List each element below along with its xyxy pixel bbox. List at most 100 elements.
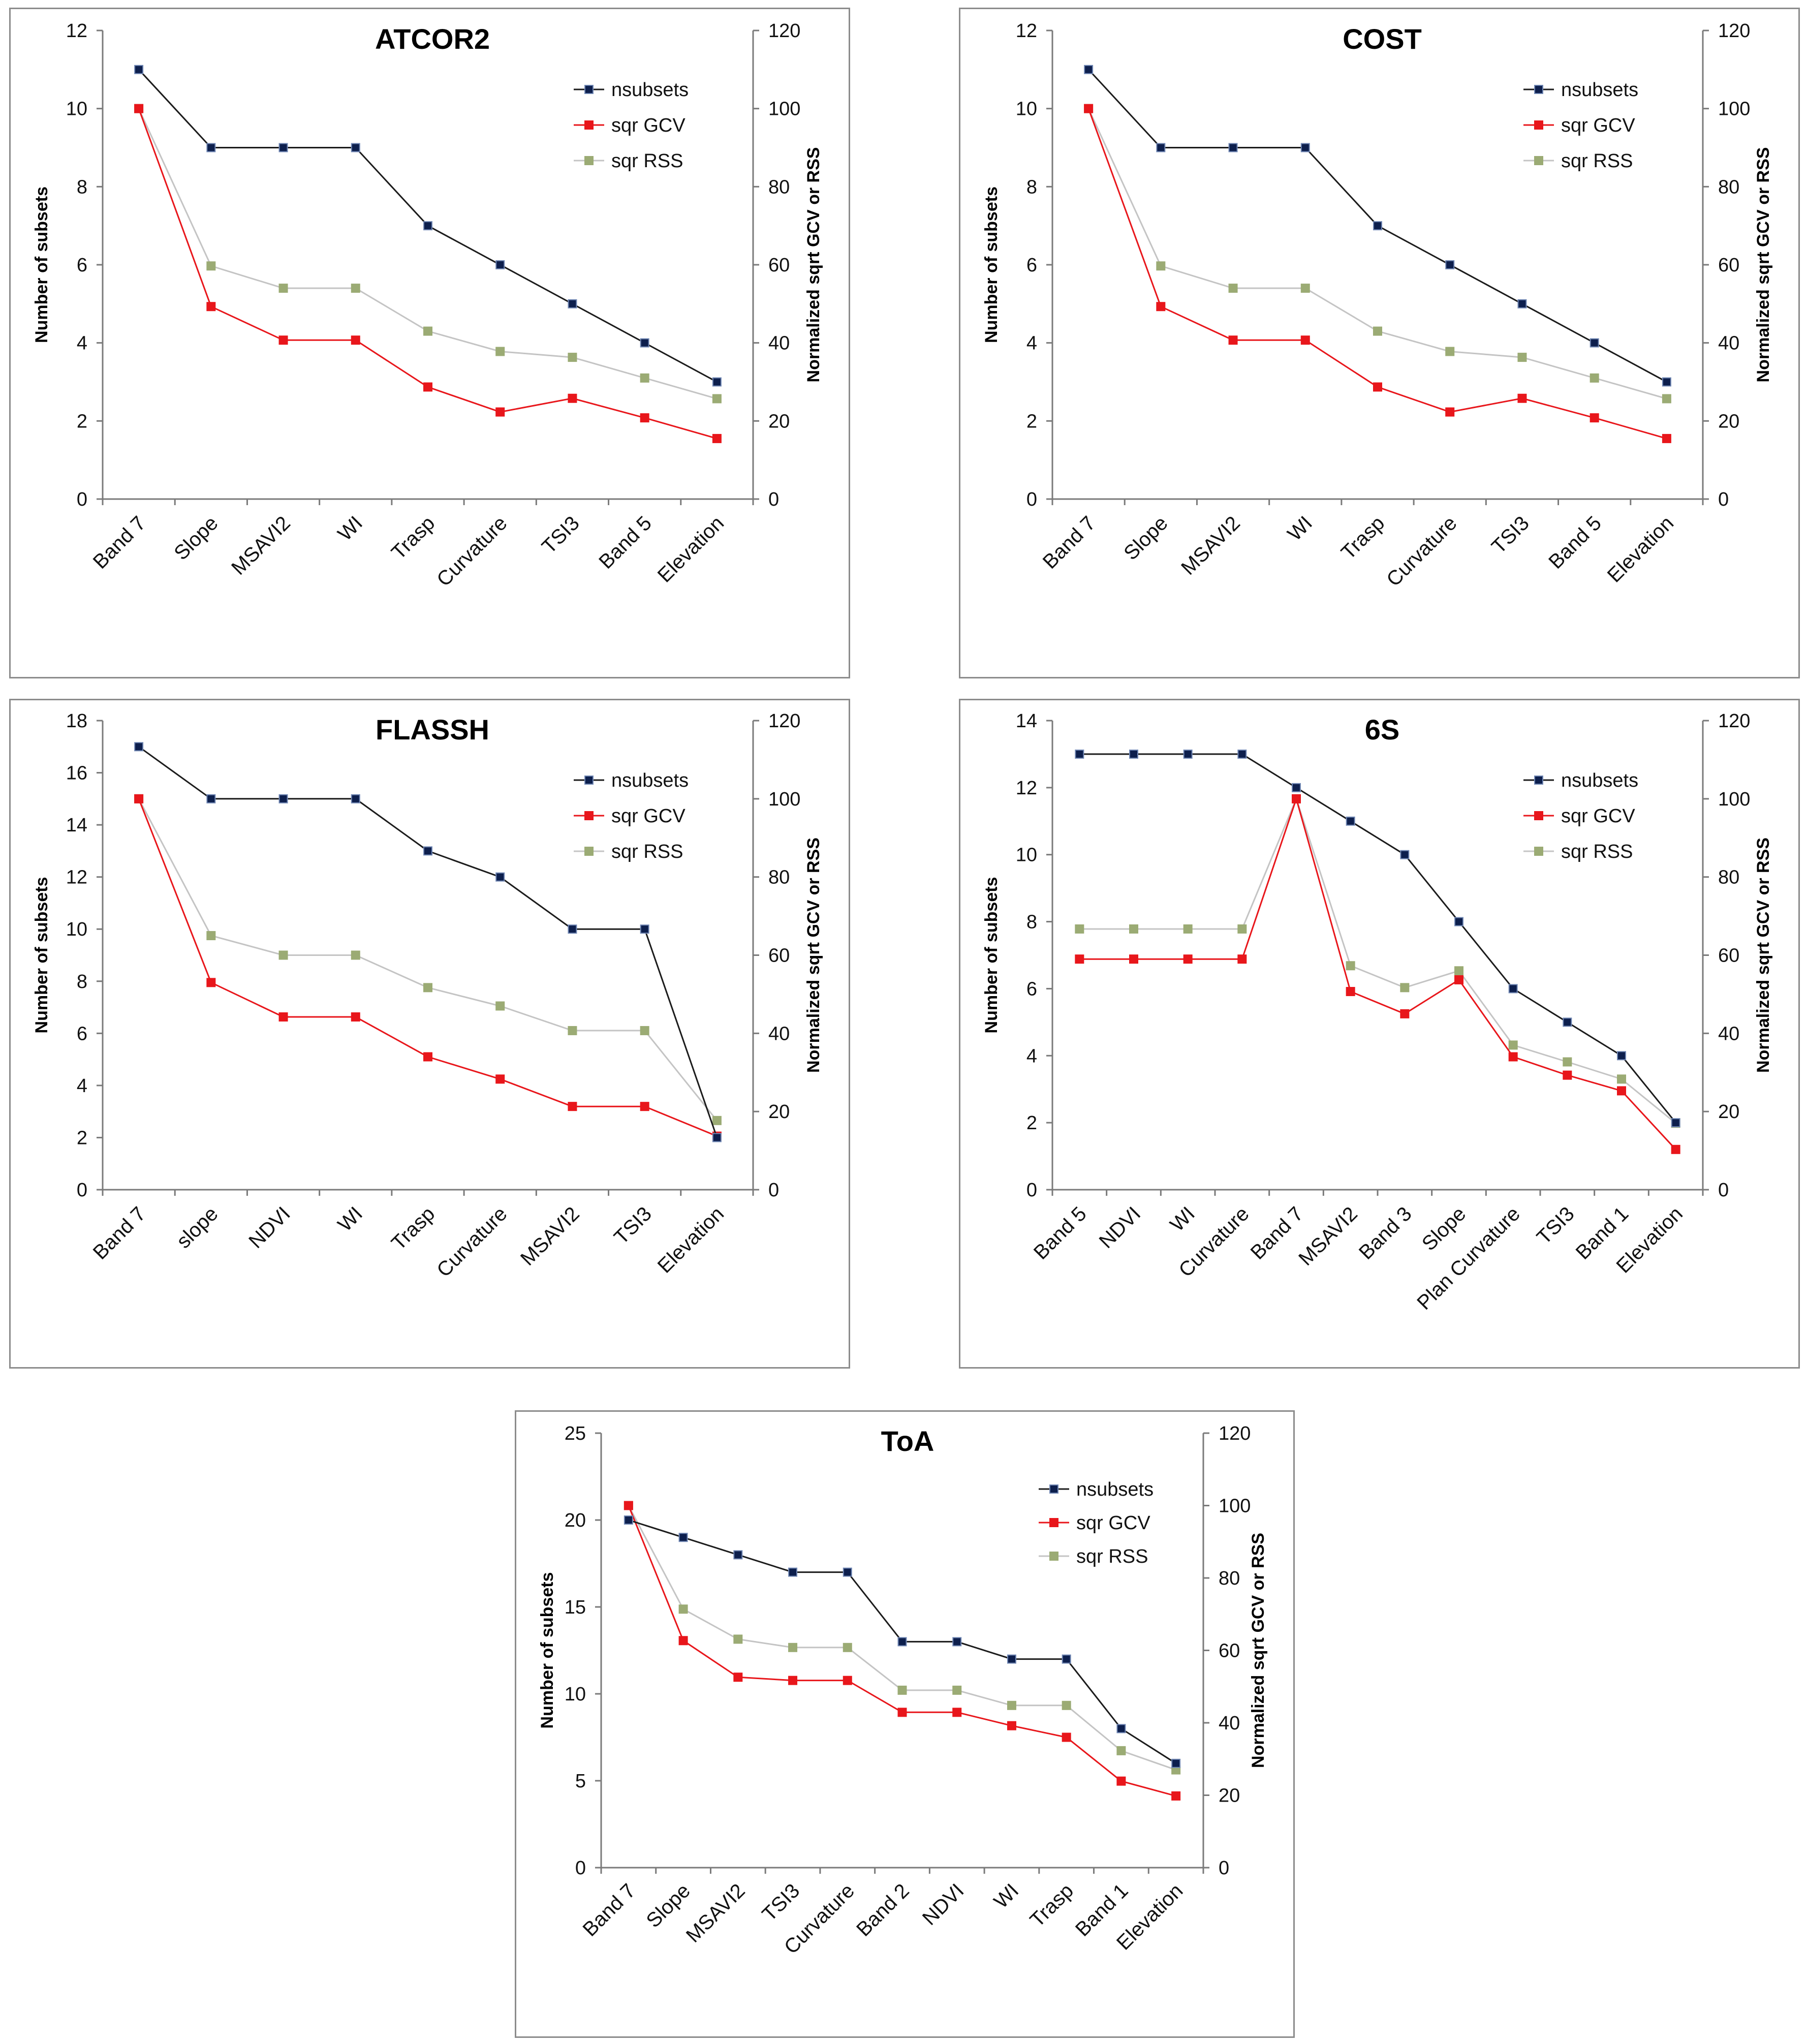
legend-marker-sqr-rss [584,847,594,856]
data-point-sqr-gcv [1400,1009,1410,1018]
data-point-nsubsets [568,299,577,308]
legend-label-sqr-gcv: sqr GCV [611,806,686,827]
data-point-sqr-rss [206,261,216,271]
data-point-sqr-rss [1373,326,1382,336]
y-axis-label-left: Number of subsets [32,187,51,343]
data-point-sqr-rss [1617,1074,1626,1084]
x-tick-label-slope: Slope [1418,1202,1470,1255]
data-point-sqr-gcv [1062,1732,1071,1742]
series-line-sqr-gcv [1079,796,1676,1150]
data-point-sqr-gcv [351,1012,360,1022]
y-tick-label-right: 100 [1718,99,1750,120]
y-tick-label-right: 120 [768,710,800,732]
data-point-nsubsets [1590,338,1599,348]
data-point-sqr-gcv [952,1708,962,1717]
y-tick-label-left: 8 [1026,176,1037,198]
legend-label-sqr-gcv: sqr GCV [1076,1512,1150,1534]
legend-marker-sqr-rss [1534,847,1543,856]
data-point-sqr-rss [640,373,649,383]
x-tick-label-ndvi: NDVI [244,1202,295,1253]
data-point-nsubsets [640,924,649,934]
y-axis-label-left: Number of subsets [982,877,1001,1034]
y-tick-label-right: 80 [1718,867,1739,888]
data-point-nsubsets [678,1533,688,1542]
data-point-nsubsets [206,794,216,803]
y-tick-label-left: 6 [77,255,87,276]
data-point-nsubsets [1662,377,1671,387]
data-point-sqr-rss [1590,373,1599,383]
data-point-nsubsets [1292,783,1301,792]
legend-marker-sqr-gcv [1534,120,1543,130]
y-tick-label-right: 40 [1219,1713,1240,1734]
data-point-sqr-rss [278,284,288,293]
x-tick-label-band-5: Band 5 [1544,512,1606,573]
data-point-sqr-gcv [712,433,722,443]
data-point-sqr-rss [1300,284,1310,293]
y-tick-label-left: 8 [1026,912,1037,933]
legend-label-sqr-gcv: sqr GCV [611,115,686,136]
data-point-nsubsets [423,221,432,231]
data-point-sqr-gcv [1617,1086,1626,1096]
x-tick-label-tsi3: TSI3 [758,1879,804,1926]
legend-label-sqr-rss: sqr RSS [611,841,683,862]
y-tick-label-left: 0 [575,1857,586,1879]
data-point-sqr-gcv [134,794,144,803]
data-point-sqr-rss [1400,983,1410,993]
data-point-sqr-rss [733,1634,743,1644]
y-tick-label-left: 4 [1026,333,1037,354]
y-tick-label-left: 2 [77,411,87,432]
data-point-sqr-gcv [568,1102,577,1111]
y-axis-label-right: Normalized sqrt GCV or RSS [1754,147,1773,383]
data-point-nsubsets [1062,1654,1071,1664]
y-tick-label-right: 60 [768,945,790,967]
data-point-sqr-rss [788,1643,798,1652]
y-tick-label-left: 0 [77,1180,87,1201]
data-point-sqr-gcv [1171,1791,1181,1801]
chart-panel-toa: 0 5 10 15 20 25 0 20 40 60 80 100 120 Band 7 Slope MSAV… [515,1410,1295,2038]
x-tick-label-ndvi: NDVI [1095,1202,1145,1253]
data-point-sqr-rss [278,950,288,960]
y-tick-label-left: 16 [66,763,87,784]
y-tick-label-left: 10 [66,99,87,120]
chart-title: 6S [1365,714,1400,746]
data-point-sqr-gcv [206,978,216,987]
y-tick-label-left: 10 [66,919,87,940]
x-tick-label-msavi2: MSAVI2 [1177,512,1244,579]
x-tick-label-band-7: Band 7 [1039,512,1100,573]
y-tick-label-left: 5 [575,1771,586,1792]
data-point-sqr-rss [640,1026,649,1035]
y-tick-label-left: 8 [77,176,87,198]
y-tick-label-right: 100 [768,99,800,120]
data-point-nsubsets [351,143,360,152]
data-point-nsubsets [1129,749,1138,759]
data-point-sqr-gcv [1662,433,1671,443]
y-tick-label-left: 0 [77,489,87,510]
legend-label-nsubsets: nsubsets [611,79,689,101]
chart-panel-flassh: 0 2 4 6 8 10 12 14 16 18 0 20 40 60 80 100 120 Band 7 slop… [9,699,850,1369]
data-point-sqr-rss [678,1604,688,1614]
y-axis-label-right: Normalized sqrt GCV or RSS [1249,1533,1268,1768]
x-tick-label-wi: WI [1166,1202,1199,1236]
data-point-nsubsets [1346,816,1355,826]
data-point-sqr-gcv [1129,954,1138,964]
x-tick-label-tsi3: TSI3 [1487,512,1534,558]
data-point-nsubsets [897,1637,907,1647]
data-point-sqr-rss [1156,261,1166,271]
data-point-sqr-rss [568,353,577,362]
data-point-sqr-rss [1129,924,1138,934]
data-point-sqr-rss [1346,961,1355,971]
data-point-nsubsets [1183,749,1193,759]
data-point-sqr-gcv [624,1501,633,1510]
y-tick-label-right: 80 [768,867,790,888]
y-tick-label-right: 120 [768,20,800,42]
chart-panel-6s: 0 2 4 6 8 10 12 14 0 20 40 60 80 100 120 Band 5 NDVI WI Cu… [959,699,1800,1369]
x-tick-label-slope: Slope [170,512,222,564]
y-tick-label-right: 40 [1718,1023,1739,1044]
data-point-nsubsets [1617,1051,1626,1061]
y-tick-label-left: 15 [565,1597,586,1618]
x-tick-label-wi: WI [333,1202,367,1236]
y-tick-label-left: 6 [77,1023,87,1044]
y-tick-label-right: 40 [768,1023,790,1044]
legend-marker-sqr-gcv [1534,811,1543,820]
data-point-sqr-rss [1445,347,1455,356]
